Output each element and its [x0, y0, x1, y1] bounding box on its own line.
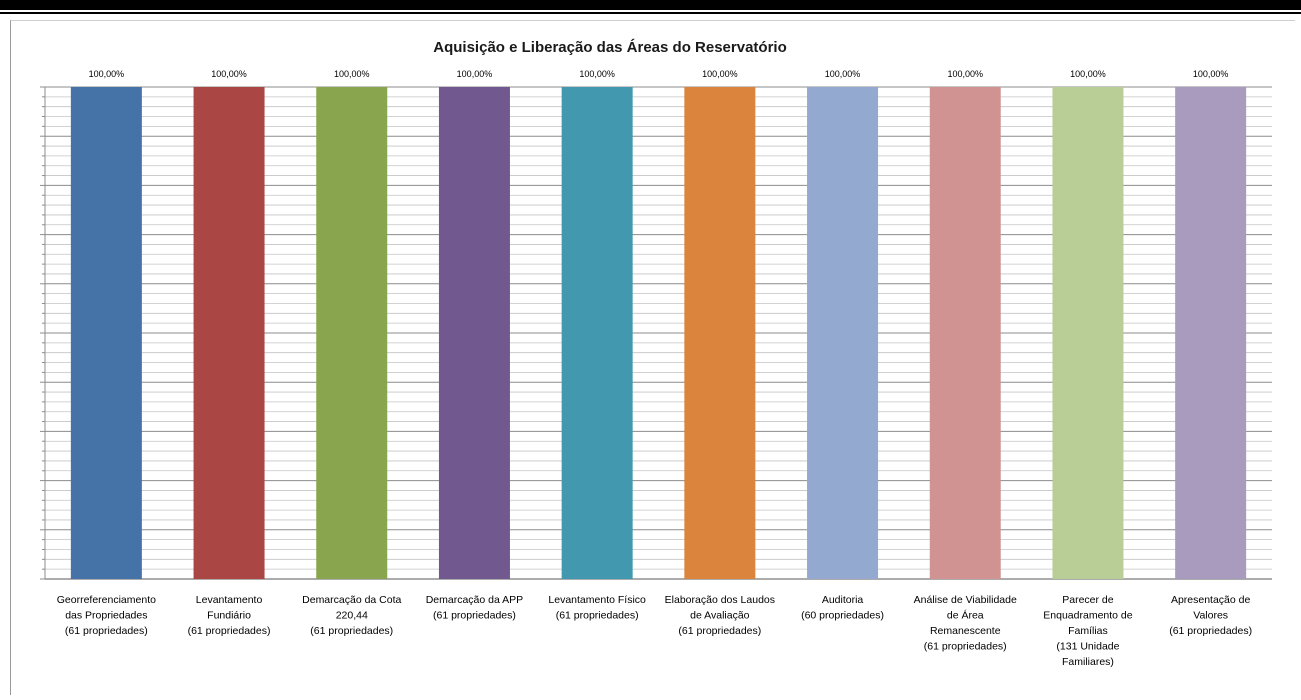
header-rule-thin	[0, 12, 1301, 14]
category-label: Georreferenciamento das Propriedades (61 p…	[57, 594, 156, 637]
category-label-line: Demarcação da APP	[426, 594, 523, 606]
category-label-line: Famílias	[1068, 625, 1108, 637]
data-labels: 100,00% 100,00% 100,00% 100,00% 100,00% 100,0…	[89, 69, 1229, 79]
category-label: Apresentação de Valores (61 propriedades)	[1169, 594, 1252, 637]
category-label-line: Enquadramento de	[1043, 610, 1132, 622]
category-label-line: (61 propriedades)	[924, 641, 1007, 653]
category-label-line: (61 propriedades)	[65, 625, 148, 637]
data-label: 100,00%	[947, 69, 983, 79]
data-label: 100,00%	[1070, 69, 1106, 79]
bar	[561, 87, 633, 579]
category-label-line: Apresentação de	[1171, 594, 1251, 606]
category-label-line: (61 propriedades)	[188, 625, 271, 637]
category-label: Demarcação da APP (61 propriedades)	[426, 594, 523, 622]
category-label-line: de Avaliação	[690, 610, 750, 622]
data-label: 100,00%	[457, 69, 493, 79]
category-label: Auditoria (60 propriedades)	[801, 594, 884, 622]
data-label: 100,00%	[1193, 69, 1229, 79]
category-label-line: Parecer de	[1062, 594, 1114, 606]
category-label-line: (60 propriedades)	[801, 610, 884, 622]
category-label-line: (61 propriedades)	[310, 625, 393, 637]
header-rule-thick	[0, 0, 1301, 10]
category-label-line: (61 propriedades)	[678, 625, 761, 637]
bar	[1052, 87, 1124, 579]
category-label-line: (61 propriedades)	[1169, 625, 1252, 637]
category-label: Demarcação da Cota 220,44 (61 propriedades…	[302, 594, 401, 637]
bar	[70, 87, 142, 579]
bar	[1175, 87, 1247, 579]
chart-frame	[10, 20, 1295, 695]
bars	[70, 87, 1247, 579]
category-label-line: Familiares)	[1062, 656, 1114, 668]
category-label-line: Levantamento	[196, 594, 263, 606]
category-label: Levantamento Fundiário (61 propriedades)	[188, 594, 271, 637]
category-label-line: (131 Unidade	[1056, 641, 1119, 653]
category-label-line: Análise de Viabilidade	[914, 594, 1017, 606]
category-label-line: Valores	[1193, 610, 1228, 622]
category-label-line: (61 propriedades)	[556, 610, 639, 622]
category-label: Parecer de Enquadramento de Famílias (131 U…	[1043, 594, 1132, 668]
category-label-line: Fundiário	[207, 610, 251, 622]
category-label-line: de Área	[947, 609, 984, 622]
category-label-line: Levantamento Físico	[548, 594, 646, 606]
bar	[684, 87, 756, 579]
bar	[193, 87, 265, 579]
category-label-line: (61 propriedades)	[433, 610, 516, 622]
category-label: Levantamento Físico (61 propriedades)	[548, 594, 646, 622]
category-labels: Georreferenciamento das Propriedades (61 p…	[57, 594, 1252, 668]
category-label: Análise de Viabilidade de Área Remanescent…	[914, 594, 1017, 653]
category-label-line: Demarcação da Cota	[302, 594, 401, 606]
data-label: 100,00%	[334, 69, 370, 79]
bar	[316, 87, 388, 579]
category-label-line: Georreferenciamento	[57, 594, 156, 606]
bar	[438, 87, 510, 579]
bar	[929, 87, 1001, 579]
category-label-line: 220,44	[336, 610, 368, 622]
category-label: Elaboração dos Laudos de Avaliação (61 pro…	[665, 594, 775, 637]
data-label: 100,00%	[211, 69, 247, 79]
category-label-line: Remanescente	[930, 625, 1001, 637]
category-label-line: Elaboração dos Laudos	[665, 594, 775, 606]
chart-title: Aquisição e Liberação das Áreas do Reser…	[433, 39, 786, 56]
category-label-line: Auditoria	[822, 594, 864, 606]
data-label: 100,00%	[579, 69, 615, 79]
data-label: 100,00%	[89, 69, 125, 79]
category-label-line: das Propriedades	[65, 610, 147, 622]
data-label: 100,00%	[702, 69, 738, 79]
data-label: 100,00%	[825, 69, 861, 79]
bar	[807, 87, 879, 579]
